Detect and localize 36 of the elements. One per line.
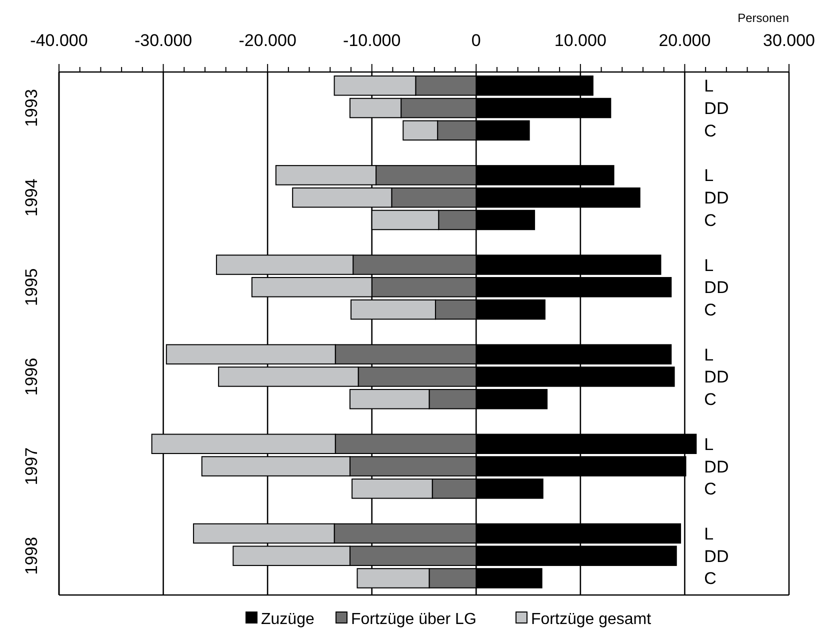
y-tick-label: C — [704, 210, 716, 230]
y-tick-label: C — [704, 390, 716, 410]
y-tick-label: L — [704, 434, 714, 454]
y-tick-label: L — [704, 76, 714, 96]
x-tick-label: -10.000 — [343, 31, 401, 50]
legend-label: Fortzüge über LG — [351, 611, 476, 628]
legend-label: Fortzüge gesamt — [531, 611, 652, 628]
y-tick-label: L — [704, 345, 714, 364]
x-tick-label: 10.000 — [554, 31, 606, 50]
text: 1993 — [22, 89, 41, 127]
x-tick-label: -20.000 — [238, 31, 296, 50]
y-tick-label: C — [704, 300, 716, 320]
x-tick-label: 20.000 — [658, 31, 711, 50]
y-tick-label: L — [704, 524, 714, 544]
y-tick-label: L — [704, 256, 714, 275]
y-tick-label: L — [704, 166, 714, 186]
y-tick-label: C — [704, 569, 716, 588]
text: 1995 — [22, 268, 41, 306]
text: 1997 — [22, 447, 41, 486]
y-tick-label: DD — [704, 278, 729, 298]
text: 1994 — [22, 178, 41, 216]
y-tick-label: DD — [704, 457, 729, 476]
y-tick-label: C — [704, 121, 716, 140]
x-tick-label: -30.000 — [134, 31, 192, 50]
y-tick-label: DD — [704, 368, 729, 387]
x-axis-title: Personen — [738, 11, 789, 25]
y-tick-label: C — [704, 480, 716, 499]
text: 1998 — [22, 536, 41, 575]
y-tick-label: DD — [704, 99, 729, 118]
y-tick-label: DD — [704, 188, 729, 208]
legend-label: Zuzüge — [261, 611, 314, 628]
x-tick-label: -40.000 — [30, 31, 88, 50]
x-tick-label: 30.000 — [763, 31, 815, 50]
text: 1996 — [22, 358, 41, 396]
y-tick-label: DD — [704, 546, 729, 566]
x-tick-label: 0 — [471, 31, 481, 50]
